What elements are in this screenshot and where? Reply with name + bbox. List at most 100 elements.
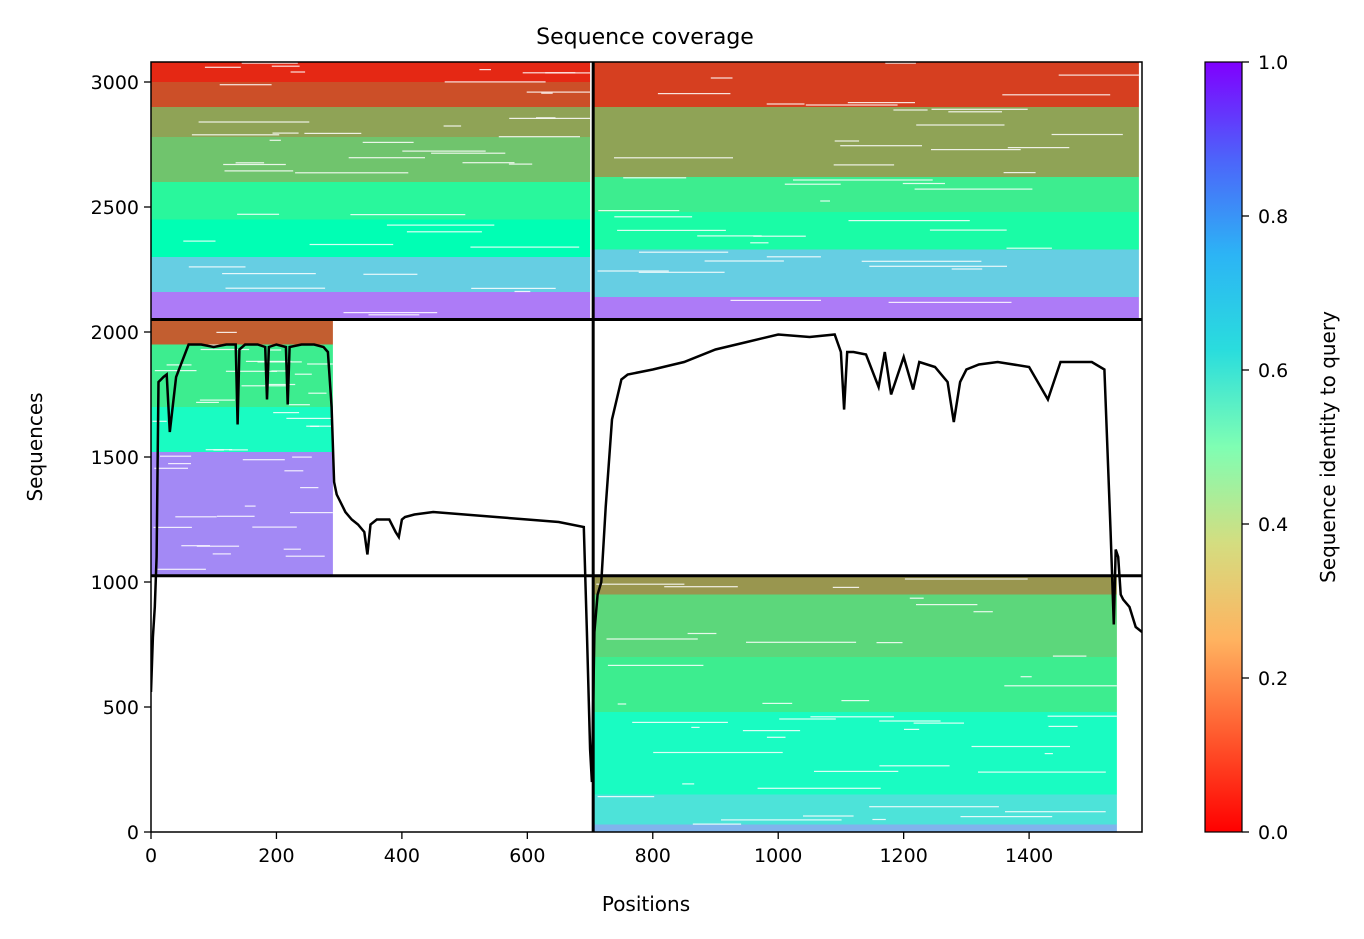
gap-streak	[444, 81, 546, 83]
gap-streak	[692, 823, 742, 825]
x-axis-label: Positions	[602, 892, 690, 916]
gap-streak	[219, 84, 272, 86]
gap-streak	[252, 526, 297, 528]
gap-streak	[596, 583, 685, 585]
x-tick-label: 400	[384, 845, 420, 867]
colorbar-tick-label: 0.8	[1258, 206, 1288, 228]
gap-streak	[833, 164, 895, 166]
x-tick-label: 800	[635, 845, 671, 867]
y-axis: 0 500 1000 1500 2000 2500 3000	[91, 72, 151, 844]
gap-streak	[265, 383, 296, 386]
gap-streak	[805, 104, 898, 106]
y-tick-label: 2000	[91, 322, 139, 344]
gap-streak	[152, 420, 167, 422]
gap-streak	[721, 819, 842, 821]
colorbar: 0.0 0.2 0.4 0.6 0.8 1.0 Sequence identity to …	[1204, 52, 1340, 844]
gap-streak	[1004, 685, 1117, 687]
gap-streak	[614, 157, 733, 159]
colorbar-gradient	[1204, 61, 1243, 833]
y-axis-label: Sequences	[23, 392, 47, 501]
gap-streak	[691, 726, 700, 728]
gap-streak	[803, 815, 854, 817]
coverage-band	[593, 594, 1117, 657]
gap-streak	[269, 349, 282, 351]
gap-streak	[766, 103, 805, 105]
coverage-band	[593, 794, 1117, 825]
gap-streak	[885, 62, 916, 64]
gap-streak	[848, 220, 970, 222]
gap-streak	[191, 134, 280, 136]
gap-streak	[386, 224, 495, 226]
gap-streak	[730, 299, 821, 301]
gap-streak	[153, 526, 192, 528]
gap-streak	[1007, 147, 1070, 149]
gap-streak	[508, 163, 533, 165]
gap-streak	[682, 783, 695, 785]
gap-streak	[614, 216, 693, 218]
gap-streak	[960, 816, 1053, 818]
gap-streak	[1003, 172, 1036, 174]
coverage-band	[151, 344, 333, 407]
x-axis: 0 200 400 600 800 1000 1200 1400	[145, 832, 1053, 867]
gap-streak	[290, 71, 306, 73]
gap-streak	[1047, 715, 1117, 717]
gap-streak	[541, 92, 553, 94]
gap-streak	[617, 229, 726, 231]
gap-streak	[876, 642, 903, 644]
coverage-band	[593, 107, 1139, 177]
gap-streak	[235, 162, 265, 164]
gap-streak	[225, 287, 326, 289]
coverage-band	[593, 657, 1117, 712]
gap-streak	[237, 213, 280, 215]
gap-streak	[746, 641, 857, 643]
gap-streak	[948, 111, 1002, 113]
y-tick-label: 0	[127, 822, 139, 844]
gap-streak	[514, 290, 531, 293]
gap-streak	[861, 260, 982, 262]
coverage-band	[151, 319, 333, 345]
coverage-block	[593, 575, 1117, 832]
gap-streak	[204, 66, 241, 68]
coverage-band	[151, 82, 591, 107]
gap-streak	[368, 314, 420, 316]
coverage-band	[151, 452, 333, 576]
y-tick-label: 500	[103, 697, 139, 719]
gap-streak	[597, 796, 655, 798]
gap-streak	[309, 243, 394, 246]
gap-streak	[931, 149, 1021, 151]
gap-streak	[175, 516, 217, 518]
gap-streak	[198, 121, 310, 123]
colorbar-tick-label: 0.4	[1258, 514, 1288, 536]
gap-streak	[1020, 676, 1032, 678]
gap-streak	[750, 242, 769, 244]
gap-streak	[598, 210, 680, 212]
y-tick-label: 1000	[91, 572, 139, 594]
gap-streak	[779, 718, 836, 720]
gap-streak	[872, 818, 886, 821]
x-tick-label: 200	[258, 845, 294, 867]
gap-streak	[879, 765, 950, 767]
coverage-band	[593, 712, 1117, 795]
gap-streak	[229, 449, 248, 451]
gap-streak	[913, 722, 964, 724]
gap-streak	[216, 515, 255, 517]
gap-streak	[402, 150, 486, 152]
gap-streak	[902, 182, 945, 185]
gap-streak	[288, 404, 310, 406]
gap-streak	[697, 235, 762, 237]
gap-streak	[653, 751, 783, 754]
gap-streak	[206, 344, 221, 346]
gap-streak	[269, 139, 281, 141]
coverage-band	[593, 824, 1117, 832]
gap-streak	[1005, 811, 1106, 813]
gap-streak	[257, 361, 302, 363]
gap-streak	[284, 470, 304, 472]
gap-streak	[606, 638, 698, 640]
gap-streak	[285, 555, 325, 557]
gap-streak	[241, 62, 298, 64]
gap-streak	[223, 163, 286, 166]
colorbar-tick-label: 0.6	[1258, 360, 1288, 382]
gap-streak	[607, 664, 704, 666]
x-tick-label: 1200	[879, 845, 927, 867]
plot-frame	[150, 61, 1143, 833]
